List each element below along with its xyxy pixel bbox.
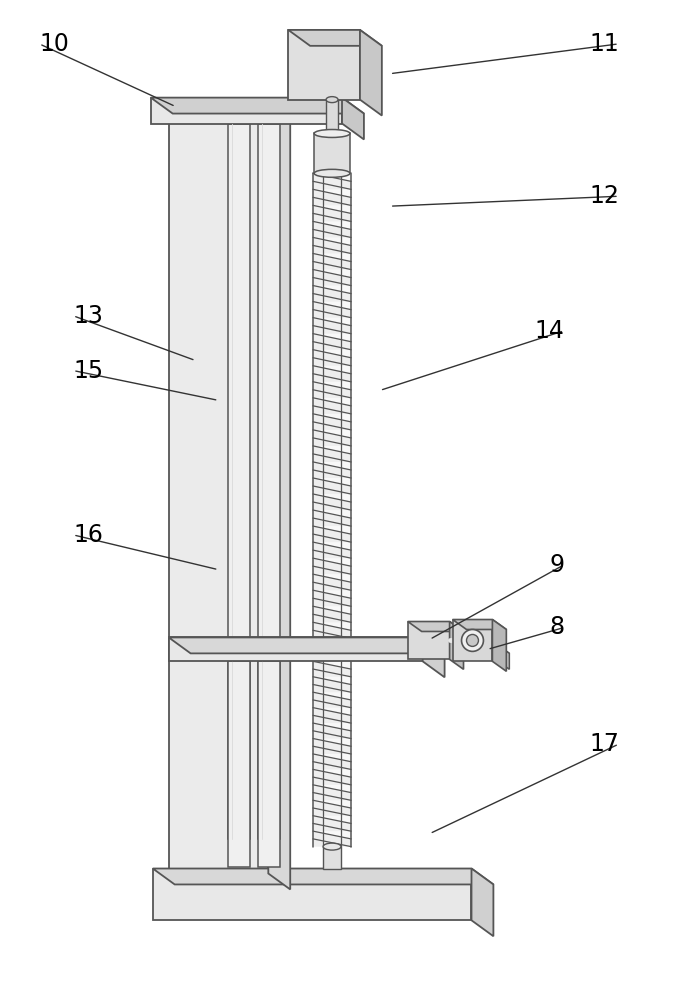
Polygon shape bbox=[313, 205, 351, 221]
Bar bbox=[323, 847, 341, 869]
Ellipse shape bbox=[314, 169, 350, 177]
Bar bbox=[152, 869, 471, 920]
Bar bbox=[326, 100, 338, 133]
Polygon shape bbox=[169, 102, 290, 118]
Polygon shape bbox=[313, 270, 351, 286]
Polygon shape bbox=[313, 334, 351, 350]
Polygon shape bbox=[313, 462, 351, 478]
Polygon shape bbox=[313, 785, 351, 800]
Ellipse shape bbox=[314, 129, 350, 137]
Text: 14: 14 bbox=[534, 319, 564, 343]
Bar bbox=[258, 124, 280, 839]
Polygon shape bbox=[313, 708, 351, 723]
Bar bbox=[313, 173, 351, 654]
Text: 15: 15 bbox=[73, 359, 104, 383]
Polygon shape bbox=[313, 382, 351, 398]
Bar bbox=[151, 98, 342, 124]
Polygon shape bbox=[313, 754, 351, 769]
Polygon shape bbox=[313, 692, 351, 708]
Polygon shape bbox=[313, 831, 351, 847]
Polygon shape bbox=[313, 526, 351, 542]
Bar bbox=[313, 661, 351, 847]
Polygon shape bbox=[313, 816, 351, 831]
Bar bbox=[228, 661, 250, 867]
Polygon shape bbox=[313, 606, 351, 622]
Polygon shape bbox=[313, 542, 351, 558]
Text: 17: 17 bbox=[589, 732, 619, 756]
Polygon shape bbox=[313, 723, 351, 739]
Polygon shape bbox=[313, 318, 351, 334]
Bar bbox=[314, 133, 350, 173]
Polygon shape bbox=[152, 869, 493, 884]
Polygon shape bbox=[313, 189, 351, 205]
Polygon shape bbox=[453, 620, 506, 629]
Polygon shape bbox=[313, 677, 351, 692]
Polygon shape bbox=[313, 494, 351, 510]
Polygon shape bbox=[151, 98, 364, 114]
Polygon shape bbox=[313, 446, 351, 462]
Polygon shape bbox=[313, 350, 351, 366]
Bar bbox=[258, 661, 280, 867]
Bar bbox=[169, 102, 268, 873]
Polygon shape bbox=[268, 102, 290, 889]
Polygon shape bbox=[313, 739, 351, 754]
Text: 8: 8 bbox=[549, 615, 564, 639]
Polygon shape bbox=[487, 637, 509, 669]
Polygon shape bbox=[313, 366, 351, 382]
Polygon shape bbox=[342, 98, 364, 139]
Bar bbox=[169, 637, 423, 661]
Bar bbox=[228, 124, 250, 839]
Text: 9: 9 bbox=[549, 553, 564, 577]
Polygon shape bbox=[360, 30, 382, 116]
Text: 12: 12 bbox=[589, 184, 619, 208]
Polygon shape bbox=[313, 622, 351, 638]
Polygon shape bbox=[471, 869, 493, 936]
Polygon shape bbox=[423, 637, 509, 653]
Bar bbox=[423, 637, 487, 653]
Bar bbox=[408, 622, 450, 659]
Polygon shape bbox=[450, 622, 464, 669]
Polygon shape bbox=[313, 800, 351, 816]
Text: 11: 11 bbox=[589, 32, 619, 56]
Polygon shape bbox=[313, 414, 351, 430]
Polygon shape bbox=[313, 661, 351, 677]
Polygon shape bbox=[288, 30, 382, 46]
Text: 16: 16 bbox=[73, 523, 103, 547]
Polygon shape bbox=[493, 620, 506, 671]
Polygon shape bbox=[313, 574, 351, 590]
Polygon shape bbox=[313, 510, 351, 526]
Polygon shape bbox=[313, 286, 351, 302]
Polygon shape bbox=[408, 622, 464, 631]
Polygon shape bbox=[313, 237, 351, 253]
Polygon shape bbox=[313, 430, 351, 446]
Polygon shape bbox=[313, 221, 351, 237]
Polygon shape bbox=[313, 638, 351, 654]
Polygon shape bbox=[313, 478, 351, 494]
Polygon shape bbox=[313, 398, 351, 414]
Polygon shape bbox=[313, 253, 351, 270]
Circle shape bbox=[466, 634, 478, 646]
Ellipse shape bbox=[326, 97, 338, 103]
Text: 10: 10 bbox=[39, 32, 69, 56]
Polygon shape bbox=[313, 558, 351, 574]
Bar bbox=[453, 620, 493, 661]
Ellipse shape bbox=[323, 843, 341, 850]
Polygon shape bbox=[313, 173, 351, 189]
Polygon shape bbox=[313, 302, 351, 318]
Polygon shape bbox=[169, 637, 444, 653]
Text: 13: 13 bbox=[73, 304, 103, 328]
Polygon shape bbox=[313, 590, 351, 606]
Bar bbox=[288, 30, 360, 100]
Polygon shape bbox=[313, 769, 351, 785]
Circle shape bbox=[462, 629, 484, 651]
Polygon shape bbox=[423, 637, 444, 677]
